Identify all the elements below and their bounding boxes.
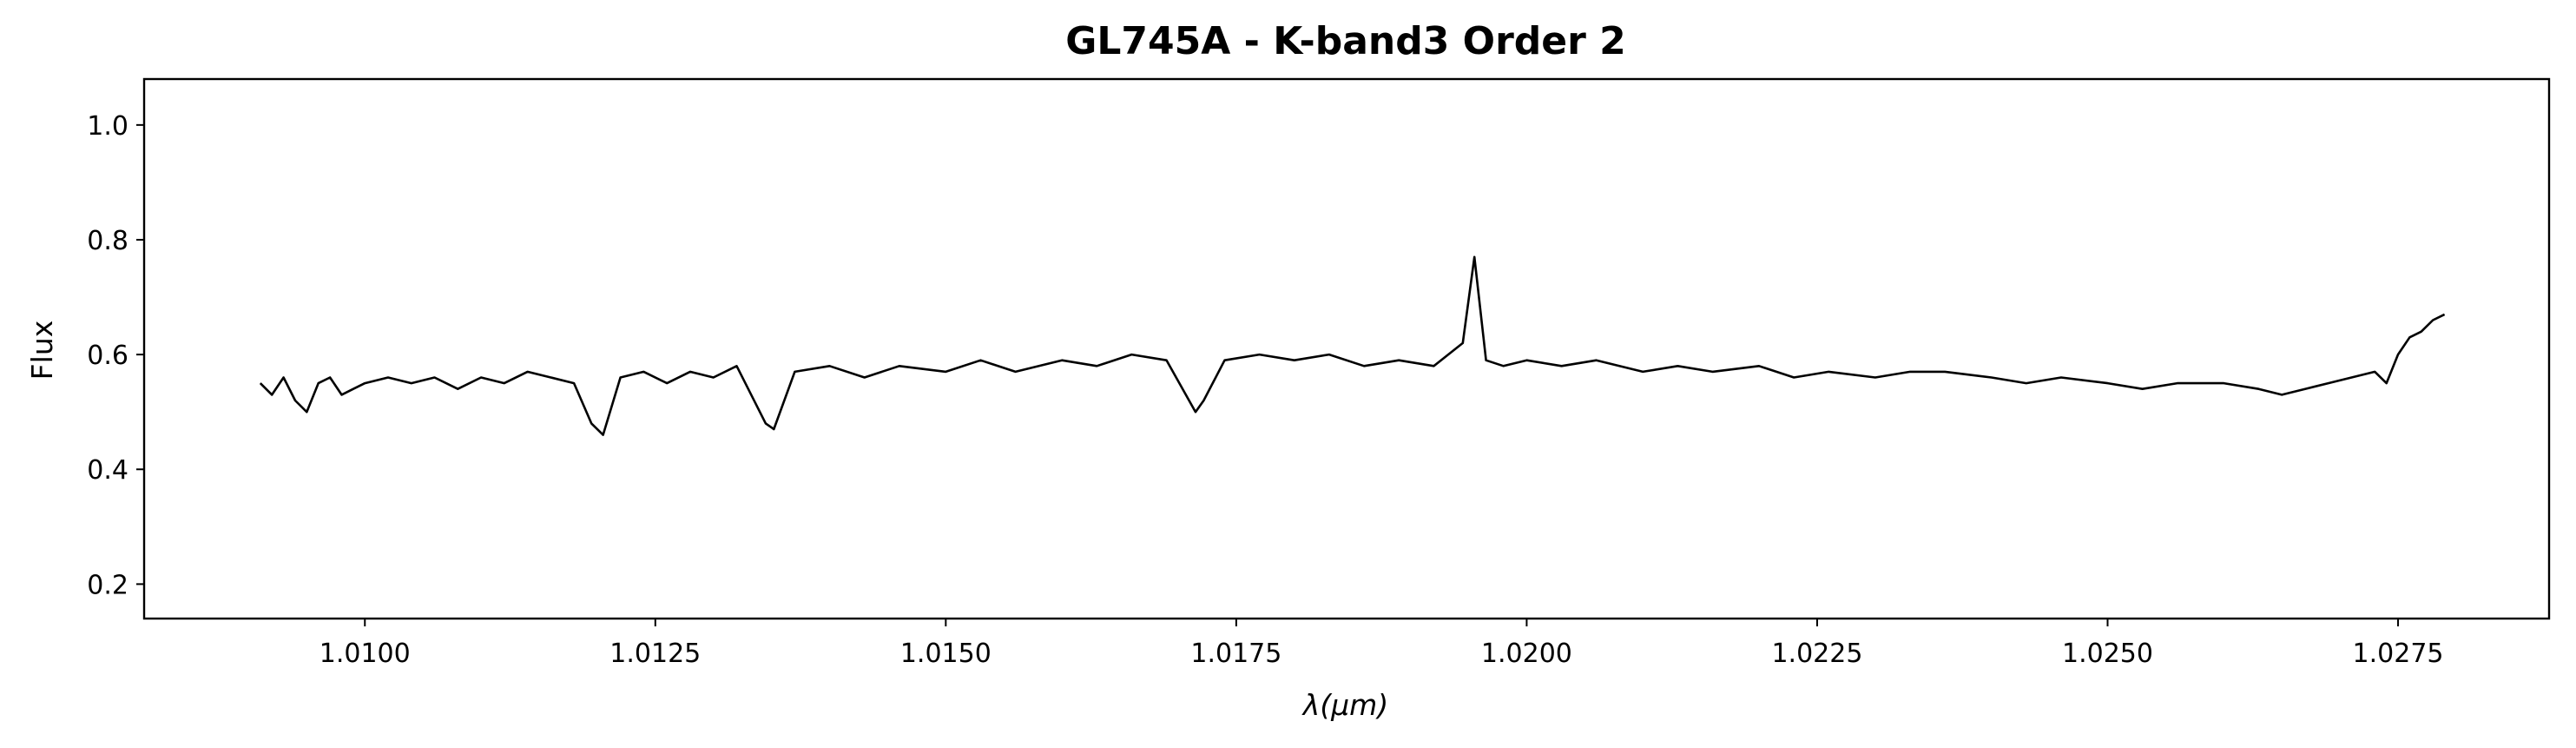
x-tick-label: 1.0150 [900, 639, 992, 669]
spectrum-line [259, 255, 2446, 436]
x-tick-label: 1.0200 [1481, 639, 1572, 669]
y-tick-label: 1.0 [87, 111, 128, 142]
x-tick-label: 1.0225 [1771, 639, 1862, 669]
x-tick-label: 1.0125 [609, 639, 701, 669]
x-tick-label: 1.0275 [2353, 639, 2444, 669]
y-axis-label: Flux [25, 321, 59, 381]
x-axis: 1.0100 1.0125 1.0150 1.0175 1.0200 1.0225 1.02… [320, 619, 2444, 669]
x-axis-label-unit: (μm) [1320, 688, 1388, 722]
x-axis-label-symbol: λ [1301, 688, 1321, 722]
y-tick-label: 0.6 [87, 341, 128, 371]
x-tick-label: 1.0250 [2062, 639, 2153, 669]
x-tick-label: 1.0100 [320, 639, 411, 669]
chart-title: GL745A - K-band3 Order 2 [1065, 19, 1626, 63]
y-axis: 0.2 0.4 0.6 0.8 1.0 [87, 111, 144, 600]
y-tick-label: 0.8 [87, 226, 128, 256]
x-tick-label: 1.0175 [1190, 639, 1281, 669]
spectrum-series [259, 255, 2446, 436]
y-tick-label: 0.2 [87, 570, 128, 600]
x-axis-label: λ(μm) [1301, 688, 1388, 722]
plot-area [142, 77, 2551, 620]
plot-frame [142, 77, 2551, 620]
y-tick-label: 0.4 [87, 455, 128, 486]
